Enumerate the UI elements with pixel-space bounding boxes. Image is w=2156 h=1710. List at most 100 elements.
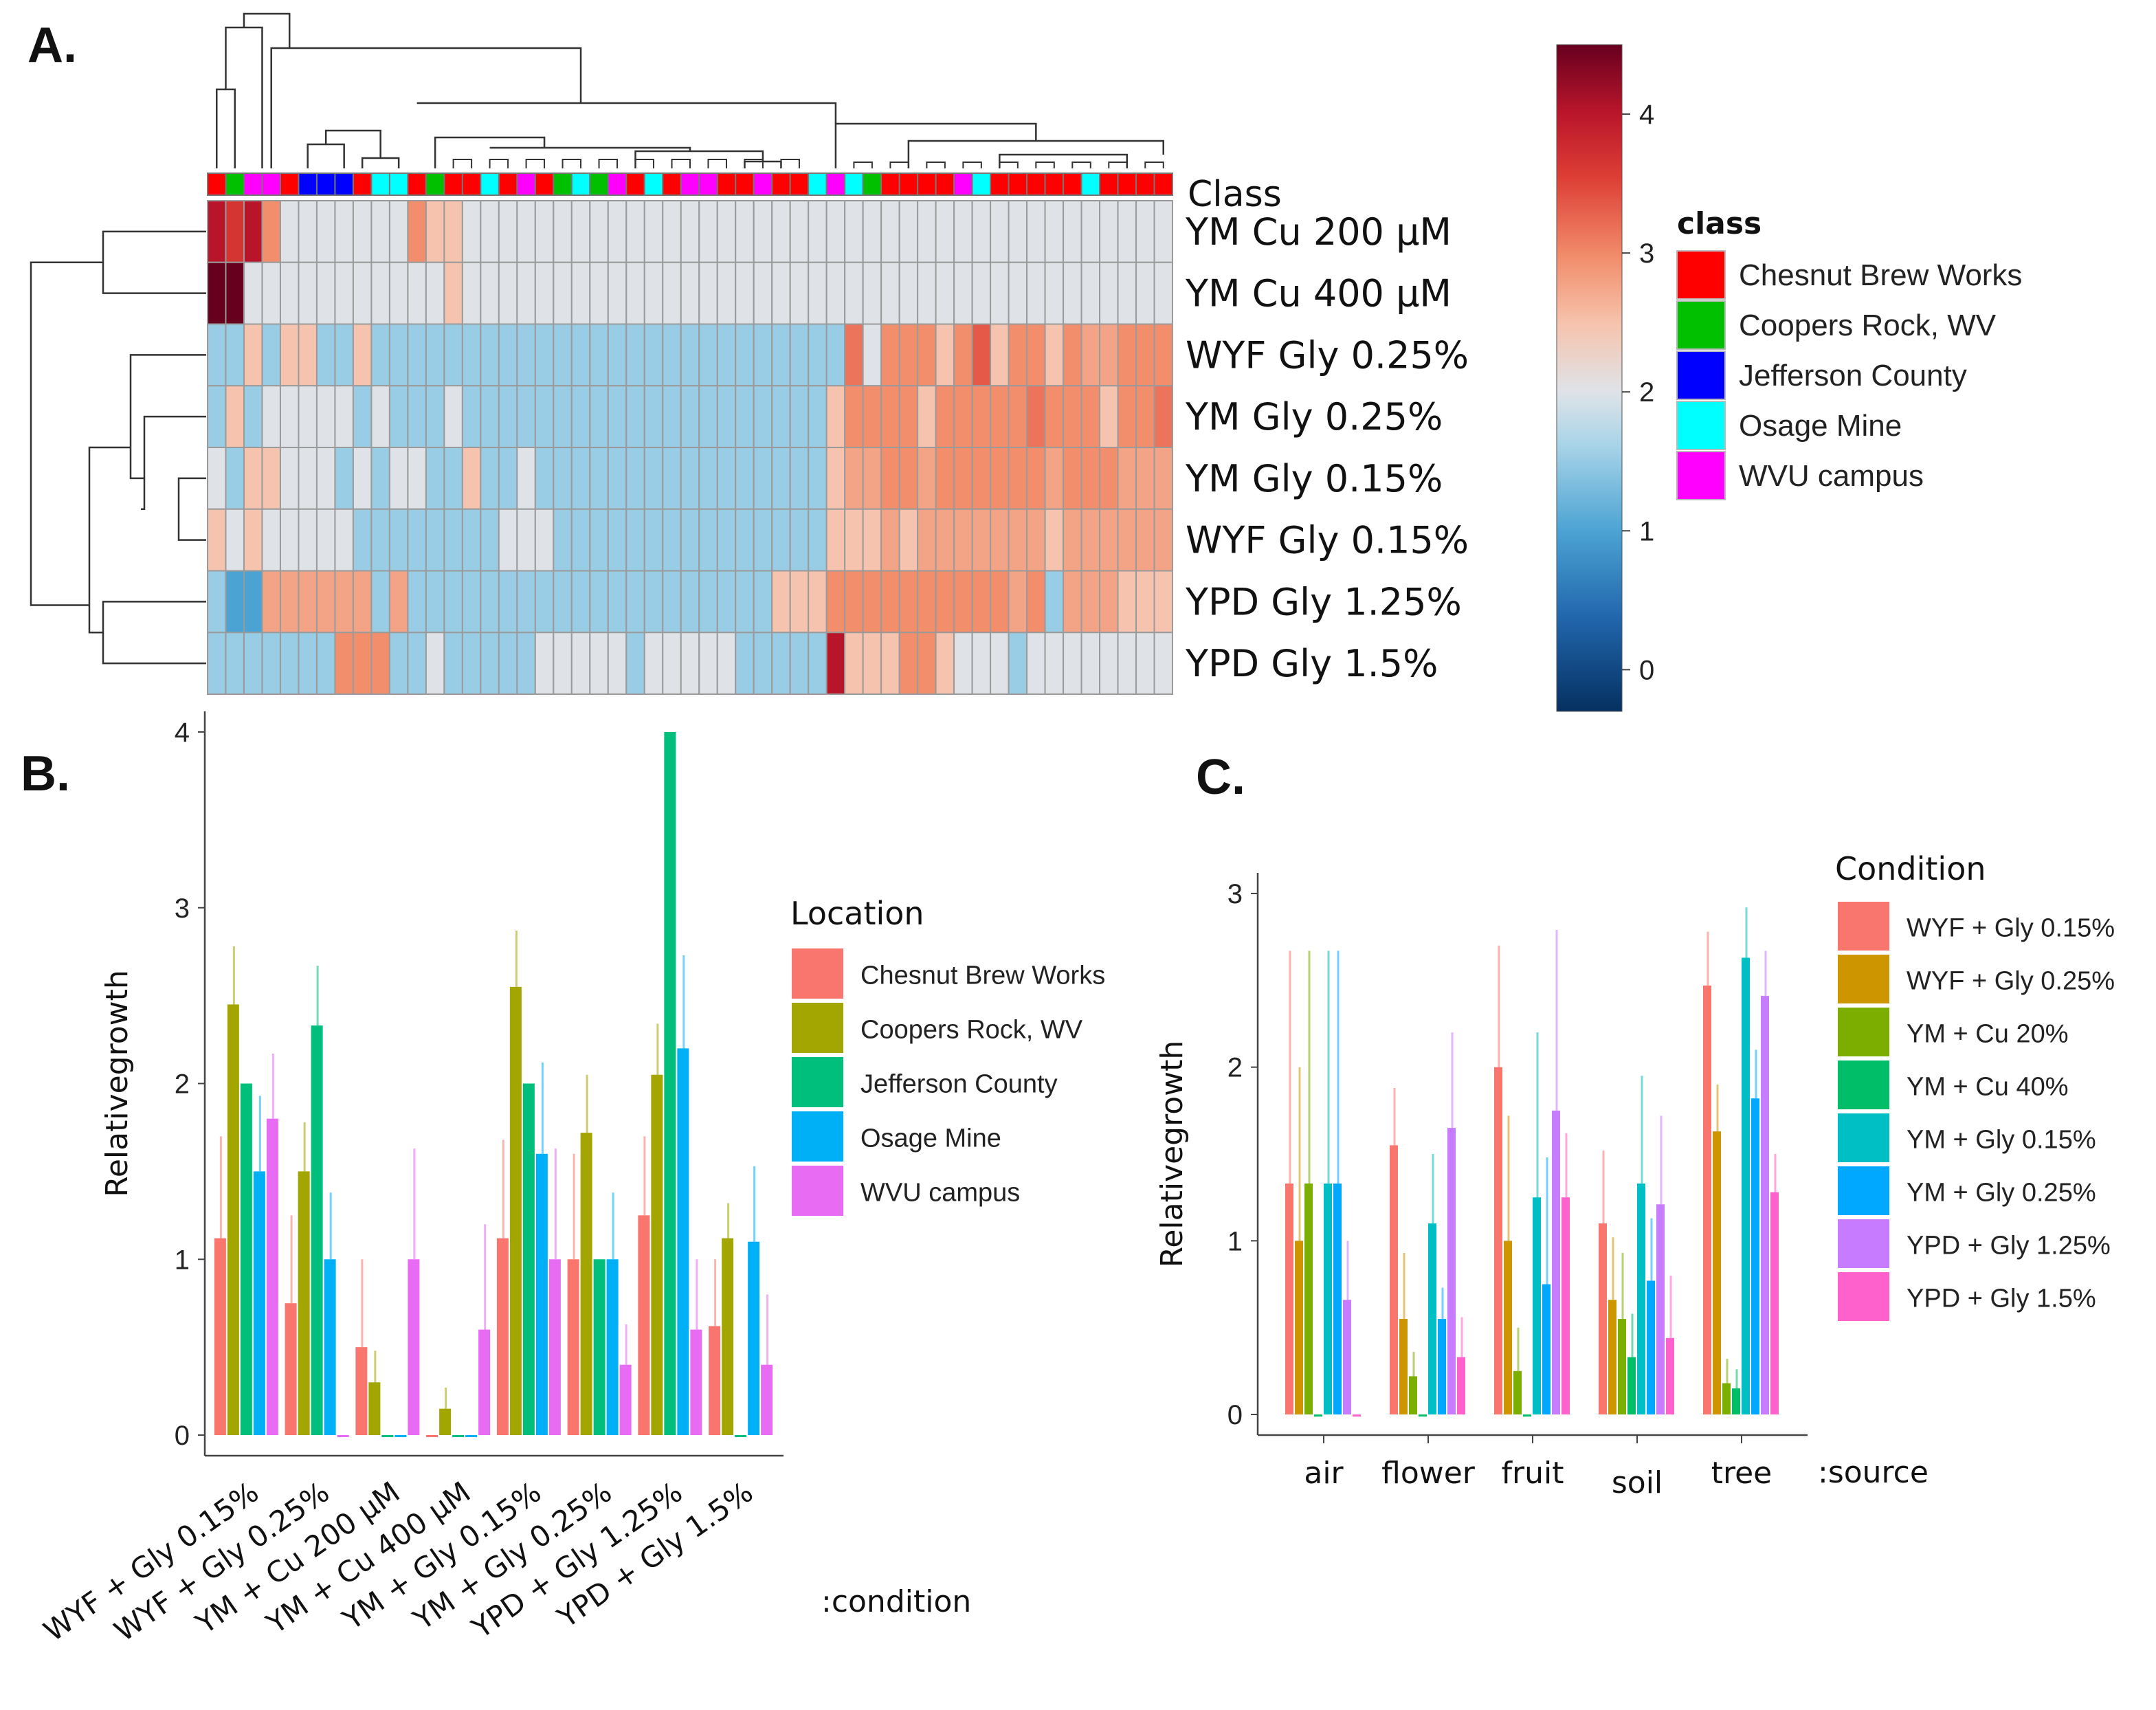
heatmap-cell xyxy=(917,323,937,387)
heatmap-cell xyxy=(971,261,992,325)
bar xyxy=(368,1382,381,1435)
heatmap-cell xyxy=(1153,323,1173,387)
heatmap-cell xyxy=(461,447,482,510)
heatmap-cell xyxy=(862,508,882,572)
class-cell xyxy=(716,173,737,196)
heatmap-cell xyxy=(662,261,682,325)
heatmap-cell xyxy=(735,385,755,448)
heatmap-cell xyxy=(716,385,737,448)
heatmap-cell xyxy=(1117,261,1137,325)
heatmap-cell xyxy=(643,323,664,387)
b-xlabel: :condition xyxy=(821,1584,971,1619)
bar xyxy=(355,1347,368,1435)
dendrogram-branch xyxy=(307,143,345,168)
class-cell xyxy=(1044,173,1065,196)
heatmap-cell xyxy=(753,570,773,634)
heatmap-cell xyxy=(1080,570,1101,634)
class-legend: Chesnut Brew Works Coopers Rock, WV Jeffer… xyxy=(1676,250,2022,500)
heatmap-cell xyxy=(243,508,263,572)
heatmap-cell xyxy=(425,447,445,510)
colorbar-tick-label: 2 xyxy=(1639,377,1654,408)
bar xyxy=(1428,1223,1436,1414)
heatmap-cell xyxy=(643,385,664,448)
heatmap-cell xyxy=(625,323,645,387)
dendrogram-branch xyxy=(525,159,546,168)
heatmap-cell xyxy=(315,508,336,572)
heatmap-cell xyxy=(862,261,882,325)
class-cell xyxy=(516,173,536,196)
colorbar-ticks: 0 1 2 3 4 xyxy=(1622,100,1654,685)
heatmap-cell xyxy=(553,632,573,695)
dendrogram-branch xyxy=(361,157,400,168)
bar xyxy=(1447,1128,1456,1414)
bar xyxy=(1722,1383,1731,1414)
heatmap-cell xyxy=(225,570,245,634)
bar xyxy=(1494,1067,1502,1414)
heatmap-cell xyxy=(352,632,373,695)
heatmap-cell xyxy=(1099,570,1119,634)
heatmap-cell xyxy=(844,200,864,263)
heatmap-cell xyxy=(625,570,645,634)
dendrogram-branch xyxy=(1144,162,1164,168)
heatmap-cell xyxy=(825,323,846,387)
heatmap-cell xyxy=(443,385,463,448)
class-cell xyxy=(570,173,591,196)
heatmap-cell xyxy=(716,200,737,263)
heatmap-cell xyxy=(207,447,227,510)
legend-label: WYF + Gly 0.25% xyxy=(1907,967,2115,996)
heatmap-cell xyxy=(753,261,773,325)
heatmap-cell xyxy=(279,200,300,263)
heatmap-cell xyxy=(553,261,573,325)
heatmap-cell xyxy=(261,200,281,263)
bar xyxy=(478,1329,491,1435)
bar xyxy=(1409,1376,1417,1414)
heatmap-cell xyxy=(1099,632,1119,695)
heatmap-cell xyxy=(516,200,536,263)
heatmap-cell xyxy=(225,323,245,387)
bar xyxy=(285,1303,297,1435)
bar xyxy=(1324,1183,1332,1414)
heatmap-cell xyxy=(388,323,409,387)
heatmap-cell xyxy=(789,261,810,325)
legend-label: YM + Cu 20% xyxy=(1907,1020,2069,1049)
heatmap-cell xyxy=(261,261,281,325)
heatmap-cell xyxy=(1026,323,1046,387)
bar xyxy=(1399,1319,1408,1414)
heatmap-cell xyxy=(570,632,591,695)
heatmap-cell xyxy=(862,632,882,695)
dendrogram-branch xyxy=(999,162,1019,168)
heatmap-cell xyxy=(534,508,555,572)
heatmap-cell xyxy=(607,447,627,510)
heatmap-cell xyxy=(716,632,737,695)
heatmap-cell xyxy=(498,385,518,448)
heatmap-row-label: YM Gly 0.25% xyxy=(1185,395,1443,438)
heatmap-cell xyxy=(716,261,737,325)
bar xyxy=(593,1259,605,1435)
class-cell xyxy=(589,173,609,196)
heatmap-cell xyxy=(1026,385,1046,448)
heatmap-cell xyxy=(261,323,281,387)
dendrogram-branch xyxy=(177,477,206,541)
heatmap-cell xyxy=(534,323,555,387)
dendrogram-branch xyxy=(88,446,131,634)
heatmap-cell xyxy=(844,570,864,634)
heatmap-cell xyxy=(589,261,609,325)
dendrogram-branch xyxy=(1108,162,1128,168)
heatmap-cell xyxy=(207,570,227,634)
heatmap-cell xyxy=(370,385,390,448)
class-cell xyxy=(880,173,900,196)
class-cell xyxy=(753,173,773,196)
heatmap-cell xyxy=(480,632,500,695)
heatmap-cell xyxy=(1063,447,1082,510)
heatmap-cell xyxy=(370,632,390,695)
heatmap-cell xyxy=(1153,385,1173,448)
heatmap-cell xyxy=(862,323,882,387)
heatmap-row-label: WYF Gly 0.15% xyxy=(1186,519,1469,562)
bar xyxy=(227,1004,239,1435)
heatmap-cell xyxy=(607,570,627,634)
y-tick-label: 3 xyxy=(175,893,190,924)
heatmap-cell xyxy=(880,385,900,448)
heatmap-cell xyxy=(825,570,846,634)
colorbar-tick-label: 0 xyxy=(1639,655,1654,685)
